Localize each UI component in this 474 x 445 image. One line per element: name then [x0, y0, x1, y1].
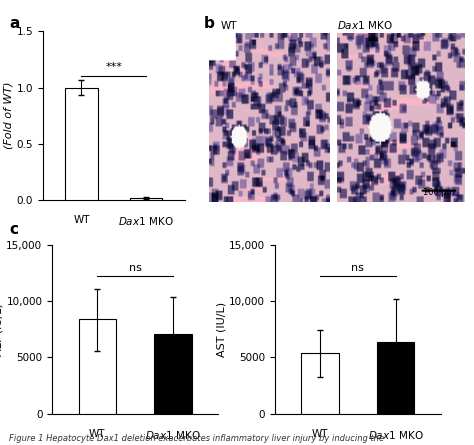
Text: ns: ns	[128, 263, 142, 273]
Bar	[154, 334, 191, 414]
Bar	[301, 353, 339, 414]
Y-axis label: Dax1 mRNA
(Fold of WT): Dax1 mRNA (Fold of WT)	[0, 82, 14, 150]
Y-axis label: AST (IU/L): AST (IU/L)	[216, 302, 226, 357]
Text: 100 μm: 100 μm	[423, 188, 455, 198]
Text: b: b	[204, 16, 215, 31]
Bar	[130, 198, 162, 200]
Text: WT: WT	[73, 215, 90, 226]
Text: c: c	[9, 222, 18, 238]
Text: a: a	[9, 16, 20, 31]
Text: Figure 1 Hepatocyte Dax1 deletion exacerbates inflammatory liver injury by induc: Figure 1 Hepatocyte Dax1 deletion exacer…	[9, 434, 384, 443]
Text: WT: WT	[312, 429, 328, 439]
Text: $\it{Dax1}$ MKO: $\it{Dax1}$ MKO	[145, 429, 201, 441]
Text: $\it{Dax1}$ MKO: $\it{Dax1}$ MKO	[368, 429, 423, 441]
Y-axis label: ALT (IU/L): ALT (IU/L)	[0, 303, 3, 356]
Text: $\it{Dax1}$ MKO: $\it{Dax1}$ MKO	[337, 19, 392, 31]
Bar	[377, 342, 414, 414]
Bar	[79, 319, 116, 414]
Text: $\it{Dax1}$ MKO: $\it{Dax1}$ MKO	[118, 215, 174, 227]
Text: WT: WT	[220, 21, 237, 31]
Text: WT: WT	[89, 429, 106, 439]
Text: ns: ns	[351, 263, 365, 273]
Bar	[65, 88, 98, 200]
Text: ***: ***	[105, 62, 122, 72]
